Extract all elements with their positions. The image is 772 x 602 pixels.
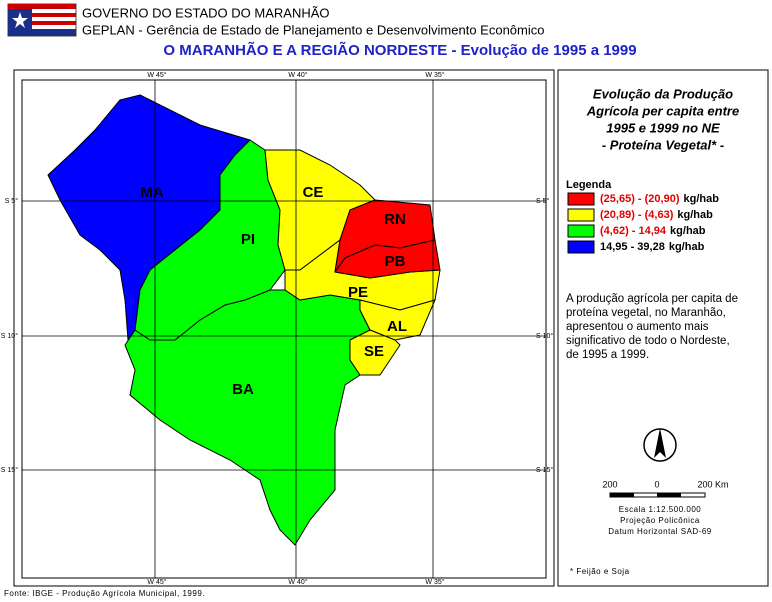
map-frame [13,69,555,587]
states [47,94,441,546]
legend-label: 14,95 - 39,28 kg/hab [600,241,705,253]
state-label: PB [385,253,406,270]
state-pb [334,239,441,279]
latitude-label: S 10° [1,332,18,340]
state-label: PI [241,231,255,248]
legend-label: (20,89) - (4,63) kg/hab [600,209,713,221]
state-label: CE [303,184,324,201]
panel-title: 1995 e 1999 no NE [606,120,720,135]
panel-title: - Proteína Vegetal* - [602,137,724,152]
scale-text: Datum Horizontal SAD-69 [608,527,712,536]
longitude-label: W 35° [425,578,444,586]
state-label: BA [232,381,254,398]
state-label: RN [384,211,406,228]
panel-title: Evolução da Produção [593,86,733,101]
state-label: PE [348,284,368,301]
scale-bar [609,492,706,498]
legend-title: Legenda [566,179,612,191]
legend-swatch [567,208,595,222]
legend-range: (25,65) - (20,90) [600,193,680,205]
longitude-label: W 40° [288,71,307,79]
scale-text: Projeção Policônica [620,516,700,525]
scale-text: Escala 1:12.500.000 [619,505,701,514]
state-al [359,299,436,341]
latitude-label: S 15° [536,466,553,474]
legend-range: (4,62) - 14,94 [600,225,667,237]
side-panel [557,69,769,587]
latitude-label: S 5° [536,197,550,205]
scale-label: 200 [602,479,617,489]
legend-range: 14,95 - 39,28 [600,241,665,253]
scale-label: 0 [654,479,659,489]
legend-swatch [567,240,595,254]
footnote: * Feijão e Soja [570,567,630,576]
longitude-label: W 45° [147,71,166,79]
graticule [22,80,546,578]
latitude-label: S 5° [5,197,19,205]
longitude-label: W 40° [288,578,307,586]
legend-unit: kg/hab [670,225,706,237]
footer-source: Fonte: IBGE - Produção Agrícola Municipa… [4,589,205,598]
legend-label: (4,62) - 14,94 kg/hab [600,225,706,237]
title: O MARANHÃO E A REGIÃO NORDESTE - Evoluçã… [163,41,636,59]
note-line: proteína vegetal, no Maranhão, [566,307,726,319]
map-inner-frame [21,79,547,579]
header-line2: GEPLAN - Gerência de Estado de Planejame… [82,22,544,37]
legend-unit: kg/hab [683,193,719,205]
note-line: apresentou o aumento mais [566,321,709,333]
state-se [349,329,401,376]
latitude-label: S 15° [1,466,18,474]
panel-title: Agrícola per capita entre [586,103,739,118]
legend-unit: kg/hab [677,209,713,221]
longitude-label: W 45° [147,578,166,586]
state-label: AL [387,318,407,335]
note-line: significativo de todo o Nordeste, [566,335,730,347]
north-arrow [643,428,677,462]
legend-unit: kg/hab [669,241,705,253]
note-line: de 1995 a 1999. [566,349,649,361]
legend-swatch [567,224,595,238]
longitude-label: W 35° [425,71,444,79]
legend-label: (25,65) - (20,90) kg/hab [600,193,719,205]
note-line: A produção agrícola per capita de [566,293,738,305]
header-line1: GOVERNO DO ESTADO DO MARANHÃO [82,5,330,20]
legend-swatch [567,192,595,206]
latitude-label: S 10° [536,332,553,340]
scale-label: 200 Km [697,479,728,489]
state-label: MA [140,184,163,201]
state-label: SE [364,343,384,360]
logo [7,3,77,37]
legend-range: (20,89) - (4,63) [600,209,674,221]
